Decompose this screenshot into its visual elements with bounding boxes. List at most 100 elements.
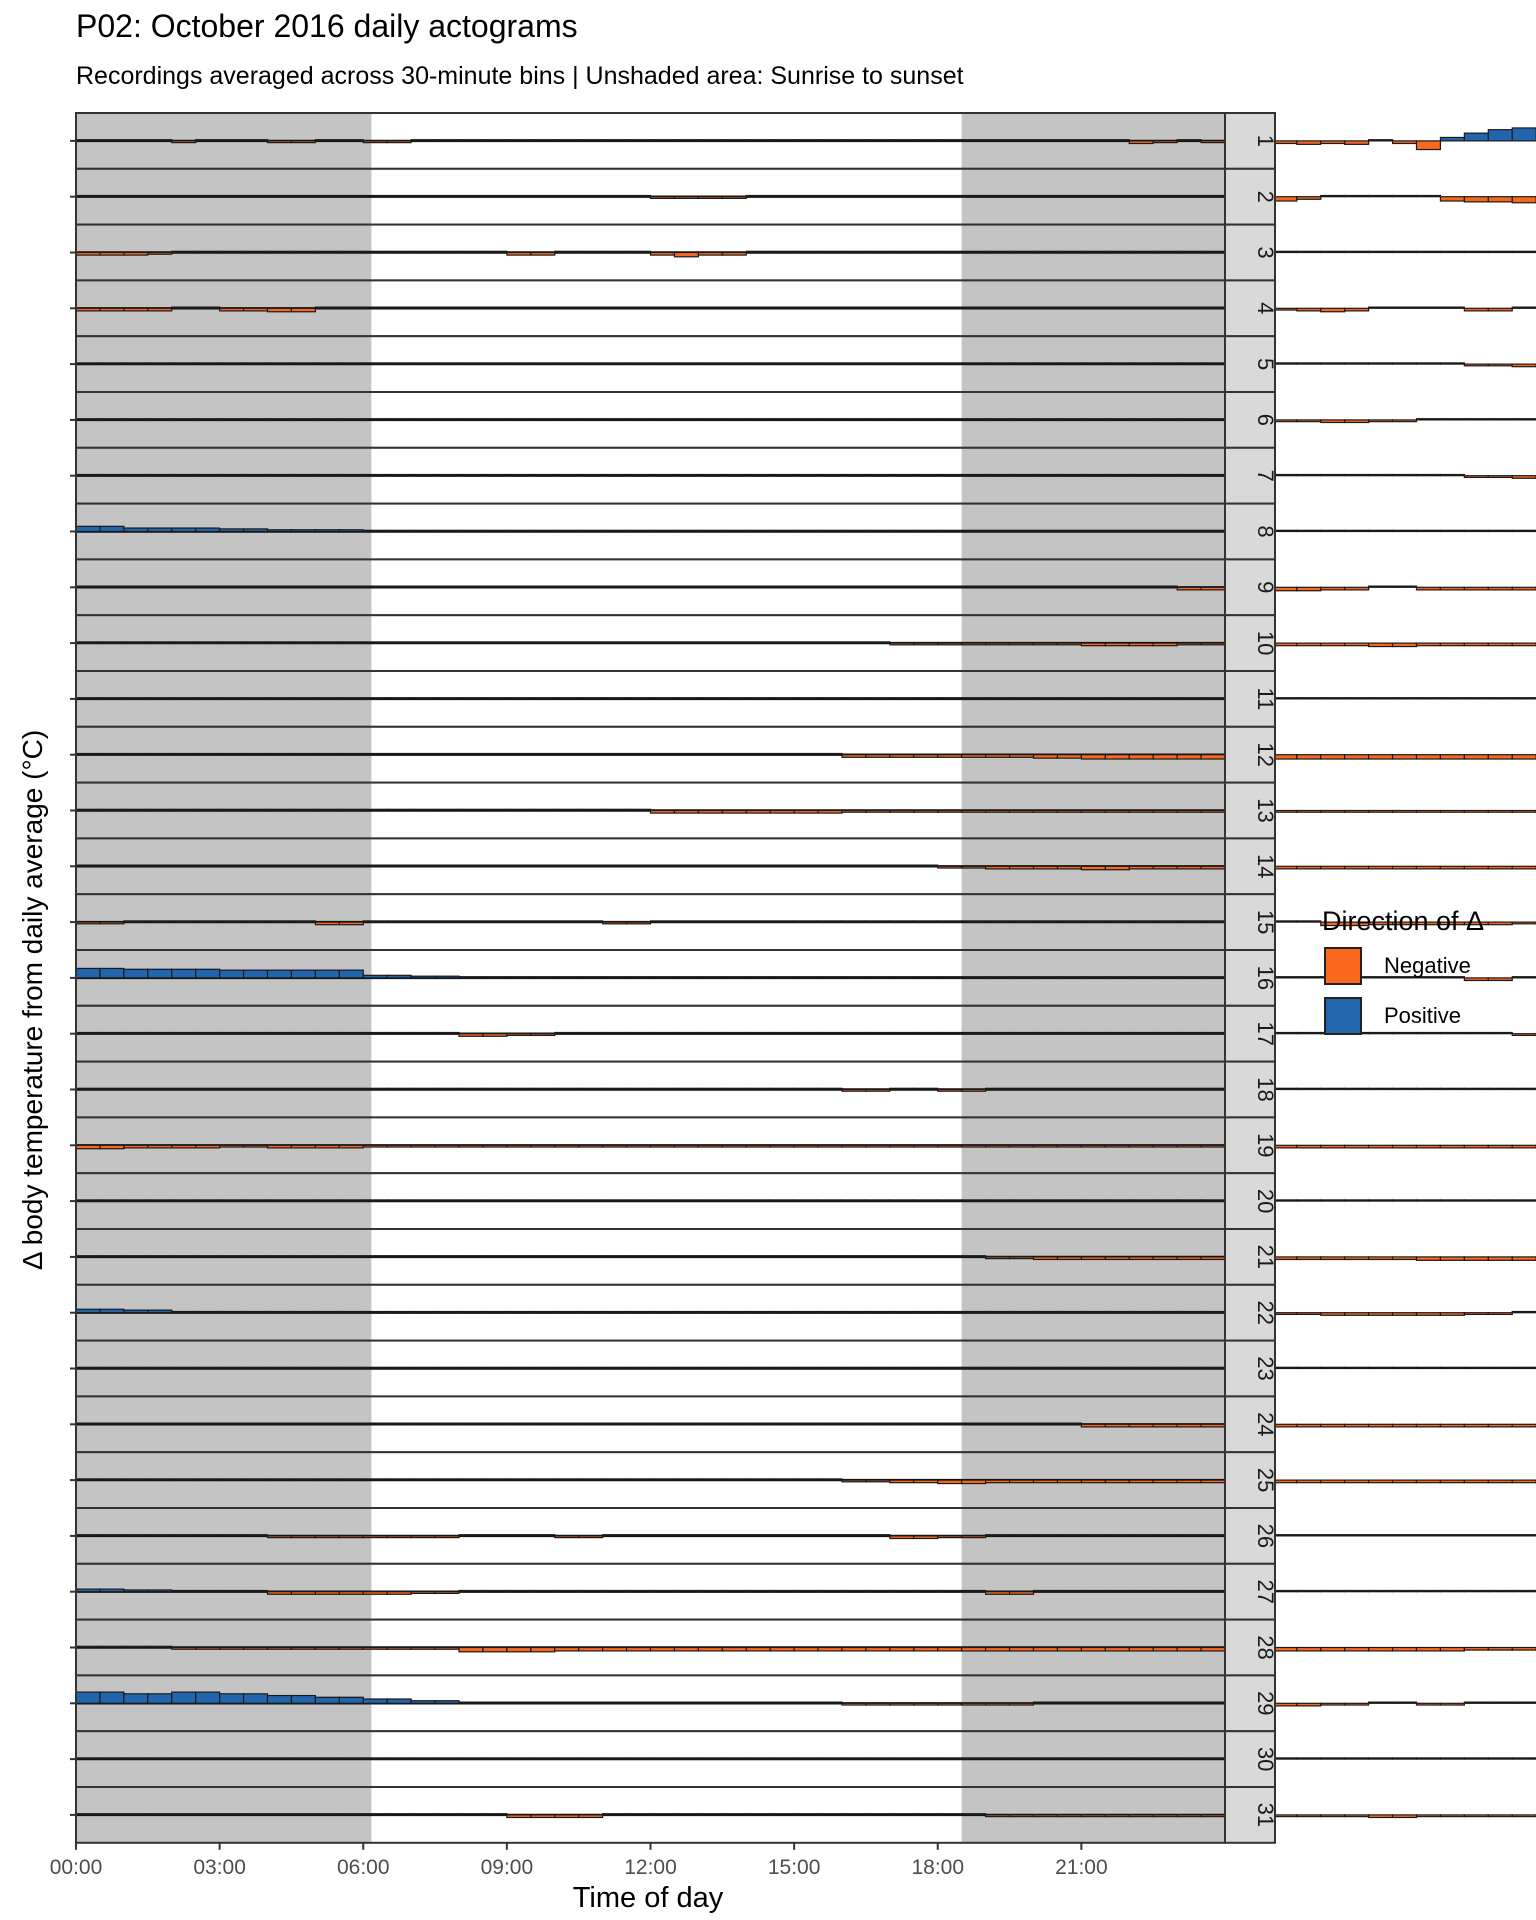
bar (697, 1310, 723, 1314)
bar (865, 194, 891, 198)
bar (195, 1366, 221, 1370)
day-panel: 17 (70, 1004, 1536, 1063)
bar (649, 752, 676, 756)
bar (195, 362, 221, 365)
bar (578, 250, 604, 254)
bar (1415, 306, 1442, 309)
bar (554, 808, 580, 812)
bar (554, 1255, 580, 1258)
bar (147, 139, 173, 142)
bar (769, 1366, 795, 1370)
bar (219, 1478, 245, 1481)
bar (602, 250, 628, 254)
bar (482, 1087, 508, 1091)
bar (1320, 754, 1346, 760)
bar (242, 1422, 269, 1425)
bar (434, 250, 460, 254)
bar (1128, 529, 1154, 533)
bar (75, 251, 101, 256)
bar (841, 1813, 867, 1816)
bar (386, 752, 412, 756)
bar (1368, 306, 1394, 309)
bar (1080, 1423, 1106, 1428)
bar (769, 809, 795, 814)
bar (314, 1087, 340, 1091)
bar (314, 864, 340, 867)
bar (1152, 140, 1178, 144)
bar (1176, 1144, 1202, 1148)
bar (195, 1534, 221, 1537)
bar (147, 1589, 173, 1593)
bar (242, 473, 269, 477)
bar (338, 1087, 364, 1091)
bar (1176, 139, 1202, 142)
bar (1368, 529, 1394, 533)
bar (1296, 1031, 1322, 1035)
bar (123, 251, 149, 256)
bar (362, 306, 388, 309)
bar (1511, 1033, 1536, 1037)
bar (745, 1087, 771, 1091)
bar (314, 752, 340, 756)
bar (1032, 1589, 1059, 1593)
bar (889, 139, 915, 142)
bar (1320, 1646, 1346, 1652)
bar (745, 529, 771, 533)
bar (1368, 473, 1394, 477)
bar (649, 1757, 676, 1760)
bar (841, 1479, 867, 1483)
bar (1368, 250, 1394, 254)
bar (1056, 1256, 1082, 1261)
bar (338, 306, 364, 309)
bar (99, 1366, 125, 1370)
bar (123, 1255, 149, 1258)
bar (841, 1031, 867, 1035)
bar (1176, 1256, 1202, 1261)
bar (410, 1591, 436, 1595)
bar (266, 697, 293, 700)
bar (506, 251, 532, 256)
bar (123, 1534, 149, 1537)
legend-item-positive: Positive (1322, 995, 1484, 1037)
bar (817, 362, 843, 365)
bar (745, 752, 771, 756)
bar (434, 1087, 460, 1091)
bar (1080, 1144, 1106, 1148)
bar (769, 1813, 795, 1816)
strip-background (1224, 1730, 1276, 1788)
strip-label: 20 (1253, 1189, 1278, 1213)
bar (1463, 307, 1489, 312)
bar (314, 1366, 340, 1370)
bar (649, 196, 676, 200)
day-panel: 16 (70, 949, 1536, 1007)
bar (1511, 250, 1536, 254)
bar (793, 697, 819, 700)
legend-item-negative: Negative (1322, 945, 1484, 987)
bar (1200, 809, 1226, 813)
bar (697, 139, 723, 142)
bar (338, 418, 364, 421)
bar (1200, 865, 1226, 870)
bar (1176, 1031, 1202, 1035)
bar (1176, 1757, 1202, 1760)
bar (1128, 697, 1154, 700)
bar (817, 1701, 843, 1704)
bar (841, 306, 867, 309)
bar (602, 418, 628, 421)
bar (410, 1535, 436, 1539)
bar (434, 1422, 460, 1425)
bar (554, 752, 580, 756)
bar (649, 1701, 676, 1704)
bar (1511, 1310, 1536, 1314)
bar (841, 754, 867, 758)
bar (1463, 1701, 1489, 1704)
bar (314, 1646, 340, 1650)
bar (913, 418, 939, 421)
bar (266, 864, 293, 867)
bar (913, 529, 939, 533)
bar (195, 1422, 221, 1425)
bar (75, 418, 101, 421)
bar (985, 473, 1011, 477)
bar (482, 1589, 508, 1593)
bar (266, 140, 293, 144)
